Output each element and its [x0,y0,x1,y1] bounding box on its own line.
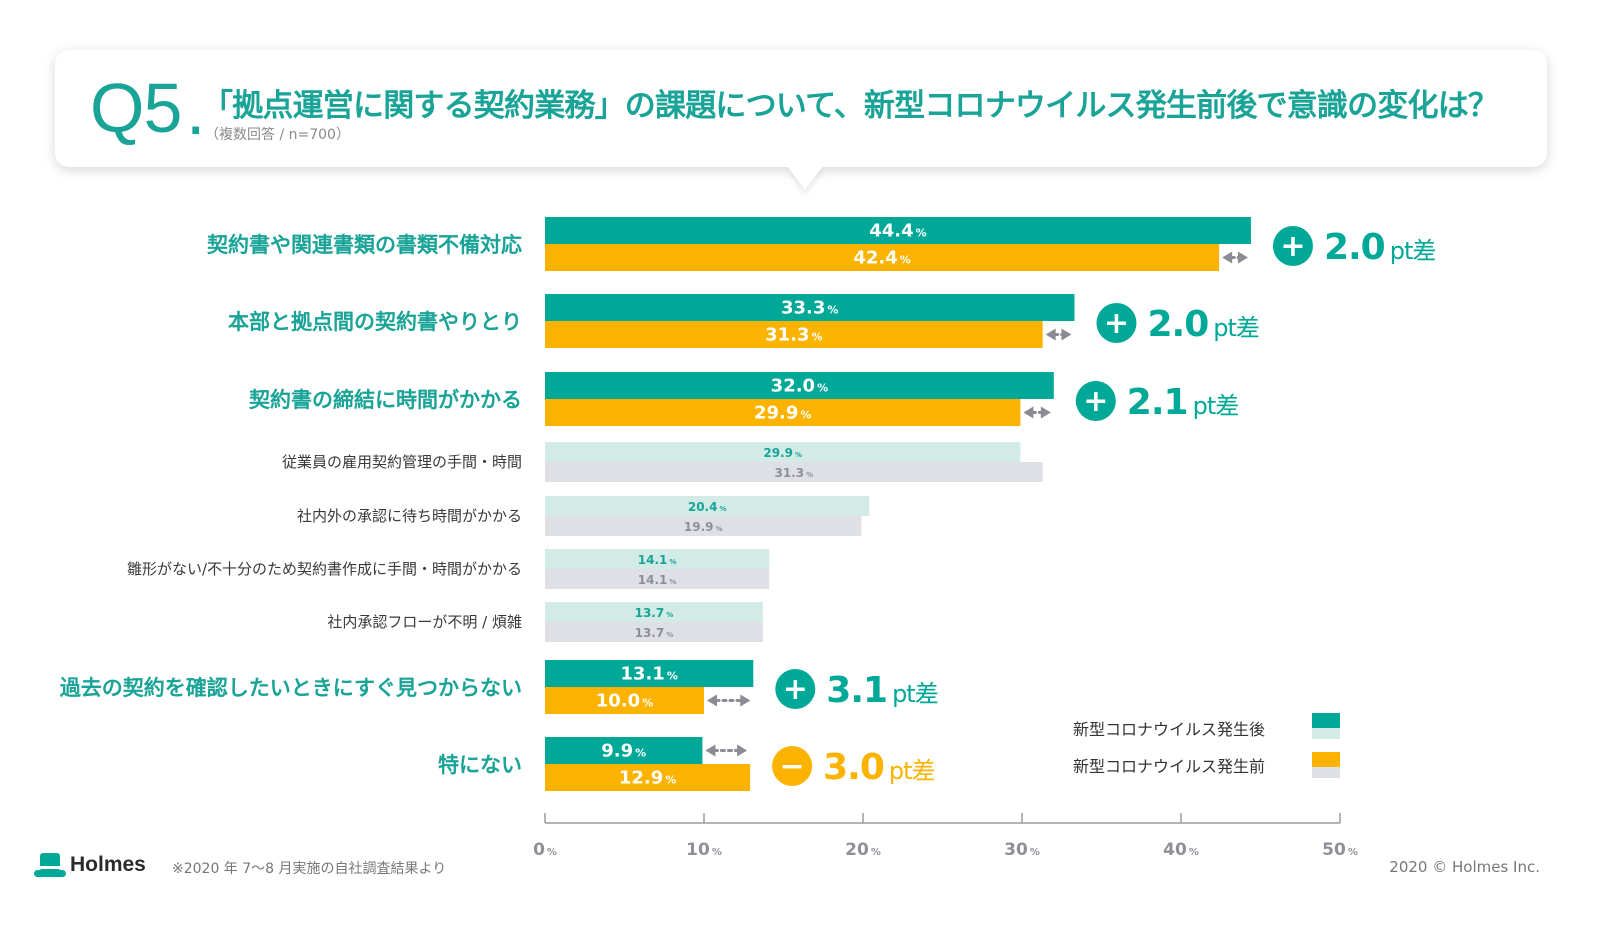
x-tick-label: 10% [686,840,722,860]
data-label-after: 13.7% [635,606,674,620]
diff-value: 3.0 pt差 [823,747,934,788]
data-label-before: 42.4% [853,247,910,268]
category-label: 契約書や関連書類の書類不備対応 [206,233,522,257]
legend-after-swatch [1312,713,1340,739]
x-tick-label: 30% [1004,840,1040,860]
diff-arrow-left-icon [1045,328,1056,341]
diff-sign: + [1104,306,1129,341]
legend-before-swatch [1312,752,1340,778]
category-label: 過去の契約を確認したいときにすぐ見つからない [60,676,522,700]
bar-after [545,737,703,764]
bar-before [545,569,770,589]
diff-arrow-right-icon [737,744,748,757]
question-number-dot: . [186,71,206,149]
data-label-before: 13.7% [635,626,674,640]
diff-sign: − [780,749,805,784]
footer-copyright: 2020 © Holmes Inc. [1389,858,1540,876]
diff-arrow-right-icon [1040,406,1051,419]
data-label-before: 10.0% [596,690,653,711]
bar-after [545,496,870,516]
footer-brand: Holmes [70,853,146,876]
bar-before [545,462,1043,482]
bar-before [545,244,1220,271]
diff-arrow-left-icon [1222,251,1233,264]
bar-after [545,549,770,569]
data-label-before: 19.9% [684,520,723,534]
category-label: 特にない [438,753,522,777]
diff-sign: + [1083,384,1108,419]
holmes-logo-icon [34,853,66,877]
category-label: 契約書の締結に時間がかかる [248,388,522,412]
diff-value: 2.0 pt差 [1324,227,1435,268]
footer-note: ※2020 年 7〜8 月実施の自社調査結果より [172,861,447,877]
category-label: 社内外の承認に待ち時間がかかる [297,507,522,525]
x-tick-label: 20% [845,840,881,860]
category-label: 社内承認フローが不明 / 煩雑 [327,613,522,631]
title-card-pointer [787,166,823,190]
data-label-after: 32.0% [771,375,828,396]
data-label-before: 31.3% [775,466,814,480]
page-title: 「拠点運営に関する契約業務」の課題について、新型コロナウイルス発生前後で意識の変… [202,88,1499,124]
category-label: 本部と拠点間の契約書やりとり [228,310,522,334]
legend-after-label: 新型コロナウイルス発生後 [1073,720,1266,739]
plus-circle-icon [1096,303,1137,343]
data-label-after: 13.1% [620,663,677,684]
data-label-after: 14.1% [638,553,677,567]
data-label-after: 44.4% [869,220,926,241]
question-number: Q5 [90,69,182,147]
category-label: 従業員の雇用契約管理の手間・時間 [282,453,522,471]
bar-after [545,442,1021,462]
diff-arrow-right-icon [1061,328,1072,341]
diff-value: 3.1 pt差 [826,670,937,711]
x-tick-label: 0% [533,840,557,860]
diff-arrow-left-icon [1023,406,1034,419]
data-label-after: 29.9% [763,446,802,460]
diff-sign: + [783,672,808,707]
plus-circle-icon [1272,226,1313,266]
diff-arrow-left-icon [705,744,716,757]
x-tick-label: 50% [1322,840,1358,860]
category-label: 雛形がない/不十分のため契約書作成に手間・時間がかかる [127,560,522,578]
minus-circle-icon [772,746,813,786]
data-label-before: 14.1% [638,573,677,587]
bar-before [545,622,763,642]
bar-before [545,399,1021,426]
page-subtitle: （複数回答 / n=700） [205,127,350,143]
x-tick-label: 40% [1163,840,1199,860]
diff-value: 2.0 pt差 [1147,304,1258,345]
bar-after [545,602,763,622]
diff-arrow-right-icon [740,694,751,707]
bar-after [545,660,754,687]
data-label-before: 12.9% [619,767,676,788]
bar-before [545,321,1043,348]
bar-after [545,372,1054,399]
diff-arrow-right-icon [1237,251,1248,264]
diff-value: 2.1 pt差 [1127,382,1238,423]
plus-circle-icon [1075,381,1116,421]
plus-circle-icon [775,669,816,709]
data-label-before: 29.9% [754,402,811,423]
data-label-after: 20.4% [688,500,727,514]
bar-before [545,764,751,791]
bar-after [545,217,1251,244]
bar-after [545,294,1075,321]
bar-before [545,516,862,536]
data-label-after: 33.3% [781,297,838,318]
diff-sign: + [1280,229,1305,264]
legend-before-label: 新型コロナウイルス発生前 [1073,757,1266,776]
title-card [55,50,1547,167]
data-label-before: 31.3% [765,324,822,345]
data-label-after: 9.9% [601,740,646,761]
bar-before [545,687,704,714]
diff-arrow-left-icon [707,694,717,707]
